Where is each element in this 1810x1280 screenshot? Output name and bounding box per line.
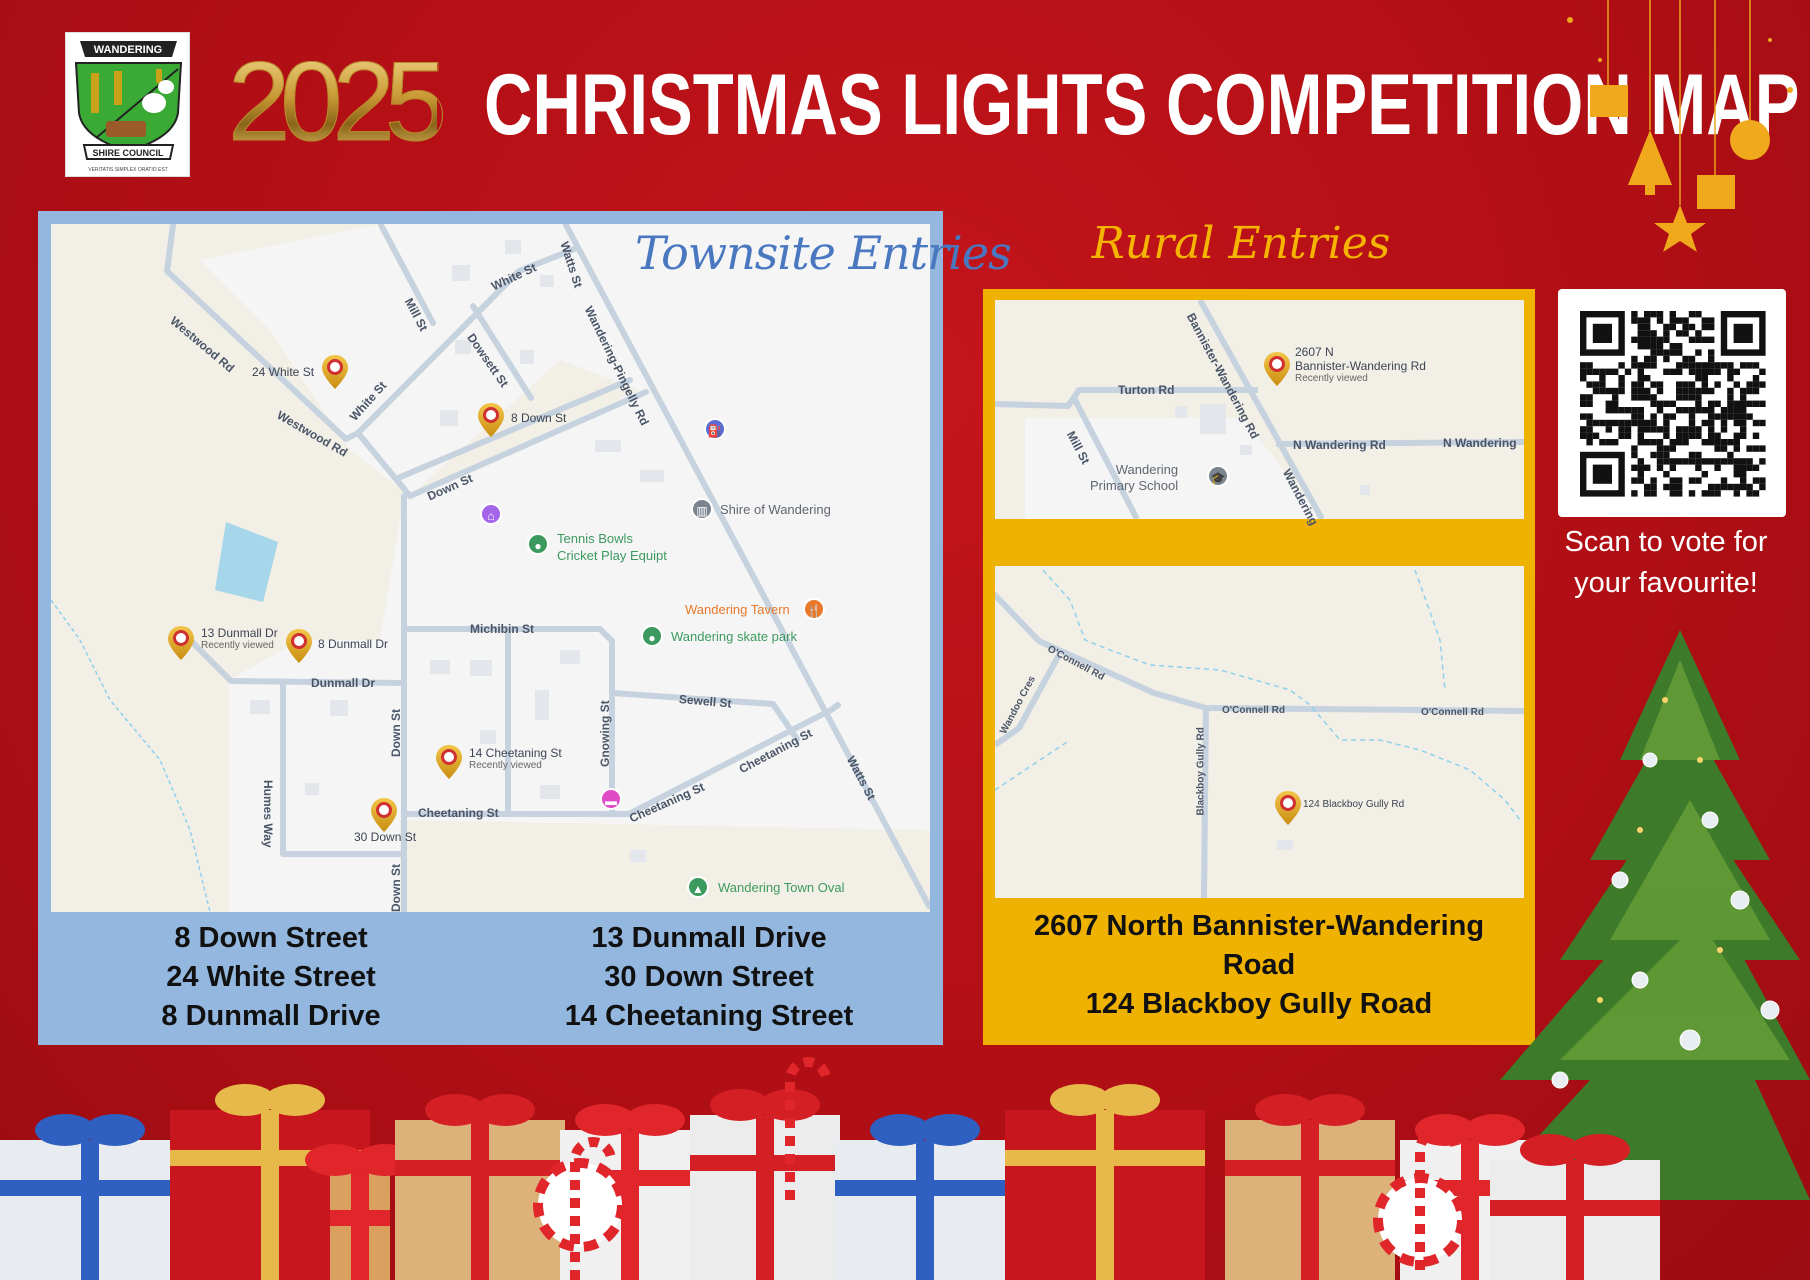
road-label: O'Connell Rd (1222, 705, 1285, 716)
place-label: Wandering skate park (671, 629, 797, 644)
place-label: Wandering Tavern (685, 602, 790, 617)
pin-label: 2607 N Bannister-Wandering Rd Recently vie… (1295, 345, 1426, 384)
townsite-entry: 13 Dunmall Drive (591, 922, 827, 954)
page-title: CHRISTMAS LIGHTS COMPETITION MAP (484, 57, 1800, 153)
townsite-entry: 8 Down Street (174, 922, 368, 954)
townsite-entry: 24 White Street (166, 961, 376, 993)
shire-logo: WANDERING SHIRE COUNCIL VERITATIS SIMPLE… (65, 32, 190, 177)
pin-label: 24 White St (252, 365, 315, 379)
park-icon[interactable]: ● (527, 533, 549, 555)
civic-building-icon[interactable]: ▥ (691, 498, 713, 520)
place-label: Tennis Bowls Cricket Play Equipt (557, 531, 667, 563)
rural-entry: 2607 North Bannister-Wandering (1033, 910, 1485, 942)
qr-code-icon (1580, 311, 1766, 497)
tree-icon[interactable]: ▲ (687, 876, 709, 898)
pin-label: 14 Cheetaning St Recently viewed (469, 746, 562, 771)
church-icon[interactable]: ⌂ (480, 503, 502, 525)
rural-entry: 124 Blackboy Gully Road (1085, 988, 1433, 1020)
townsite-entry: 30 Down Street (604, 961, 814, 993)
road-label: N Wandering Rd (1293, 438, 1386, 452)
pin-label: 13 Dunmall Dr Recently viewed (201, 626, 278, 651)
townsite-entry: 8 Dunmall Drive (161, 1000, 381, 1032)
road-label: Cheetaning St (418, 806, 499, 820)
road-label: N Wandering (1443, 436, 1517, 450)
rural-title: Rural Entries (1091, 218, 1391, 269)
fuel-icon[interactable]: ⛽ (704, 418, 726, 440)
rural-map-blackboy[interactable] (995, 566, 1524, 898)
pin-label: 8 Down St (511, 411, 567, 425)
road-label: Michibin St (470, 622, 534, 636)
logo-motto: VERITATIS SIMPLEX ORATIO EST (88, 167, 167, 173)
pin-label: 30 Down St (354, 830, 417, 844)
pin-label: 124 Blackboy Gully Rd (1303, 799, 1405, 810)
place-label: Wandering Primary School (1090, 462, 1179, 493)
place-label: Shire of Wandering (720, 502, 831, 517)
road-label: Turton Rd (1118, 383, 1175, 397)
school-icon[interactable]: 🎓 (1207, 465, 1229, 487)
pin-label: 8 Dunmall Dr (318, 637, 389, 651)
logo-top-text: WANDERING (94, 44, 162, 56)
year-heading: 2025 (227, 39, 447, 164)
qr-caption: Scan to vote for your favourite! (1564, 526, 1768, 599)
road-label: Dunmall Dr (311, 676, 376, 690)
hotel-bed-icon[interactable]: ▬ (600, 788, 622, 810)
restaurant-icon[interactable]: 🍴 (803, 598, 825, 620)
park-icon[interactable]: ● (641, 625, 663, 647)
hanging-ornaments-decoration (1567, 0, 1793, 252)
place-label: Wandering Town Oval (718, 880, 845, 895)
vote-qr-code[interactable] (1558, 289, 1786, 517)
rural-entry: Road (1222, 949, 1296, 981)
townsite-entry: 14 Cheetaning Street (564, 1000, 854, 1032)
road-label: O'Connell Rd (1421, 707, 1484, 718)
townsite-title: Townsite Entries (635, 226, 1012, 280)
logo-bottom-text: SHIRE COUNCIL (92, 148, 164, 158)
